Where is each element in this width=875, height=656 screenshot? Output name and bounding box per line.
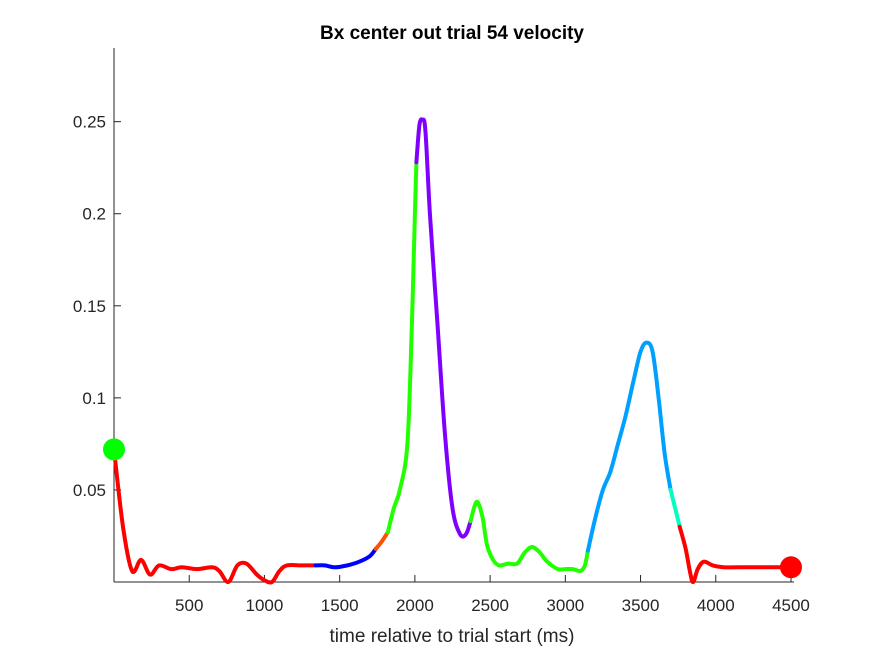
x-tick-label: 1500 <box>321 596 359 615</box>
y-tick-label: 0.25 <box>73 113 106 132</box>
series-segment <box>414 117 473 539</box>
series-segment <box>668 487 682 529</box>
x-tick-label: 2000 <box>396 596 434 615</box>
x-tick-label: 2500 <box>471 596 509 615</box>
series-segment <box>313 546 378 570</box>
x-tick-label: 4500 <box>772 596 810 615</box>
x-tick-label: 500 <box>175 596 203 615</box>
end-marker <box>779 556 802 579</box>
x-tick-label: 4000 <box>697 596 735 615</box>
y-tick-label: 0.05 <box>73 481 106 500</box>
start-marker <box>103 438 125 461</box>
velocity-series <box>112 117 793 585</box>
y-tick-label: 0.2 <box>82 205 106 224</box>
x-tick-label: 1000 <box>246 596 284 615</box>
x-axis-ticks: 500 1000 1500 2000 2500 3000 3500 4000 4500 <box>175 575 810 615</box>
endpoint-markers <box>103 438 802 579</box>
y-tick-label: 0.15 <box>73 297 106 316</box>
x-tick-label: 3000 <box>546 596 584 615</box>
y-axis-ticks: 0.05 0.1 0.15 0.2 0.25 <box>73 113 121 500</box>
x-tick-label: 3500 <box>622 596 660 615</box>
series-segment <box>385 160 419 535</box>
series-segment <box>112 447 318 585</box>
y-tick-label: 0.1 <box>82 389 106 408</box>
series-segment <box>585 340 673 553</box>
series-segment <box>677 524 793 585</box>
series-segment <box>468 499 590 574</box>
series-segment <box>373 530 390 551</box>
chart-title: Bx center out trial 54 velocity <box>320 23 584 44</box>
x-axis-label: time relative to trial start (ms) <box>330 626 575 647</box>
